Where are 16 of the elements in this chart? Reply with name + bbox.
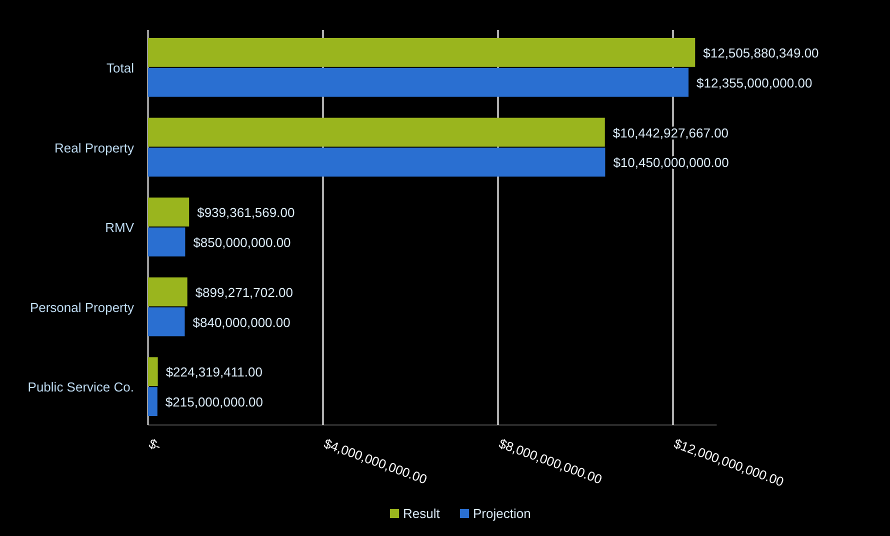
- y-tick-label: Total: [106, 60, 134, 76]
- data-label: $850,000,000.00: [193, 235, 291, 250]
- data-label: $215,000,000.00: [165, 394, 264, 410]
- y-tick-label: Real Property: [54, 140, 134, 156]
- y-tick-label: Public Service Co.: [28, 380, 134, 395]
- data-label: $840,000,000.00: [192, 314, 290, 330]
- x-tick-label: $-: [146, 436, 163, 454]
- data-label: $224,319,411.00: [166, 364, 262, 380]
- y-tick-label: Personal Property: [30, 300, 134, 315]
- legend-label: Projection: [473, 506, 531, 521]
- data-label: $12,505,880,349.00: [703, 45, 819, 60]
- data-label: $899,271,702.00: [195, 284, 293, 300]
- data-label: $12,355,000,000.00: [696, 75, 812, 90]
- y-tick-label: RMV: [105, 220, 134, 236]
- data-label: $939,361,569.00: [197, 205, 295, 220]
- legend-label: Result: [403, 506, 440, 521]
